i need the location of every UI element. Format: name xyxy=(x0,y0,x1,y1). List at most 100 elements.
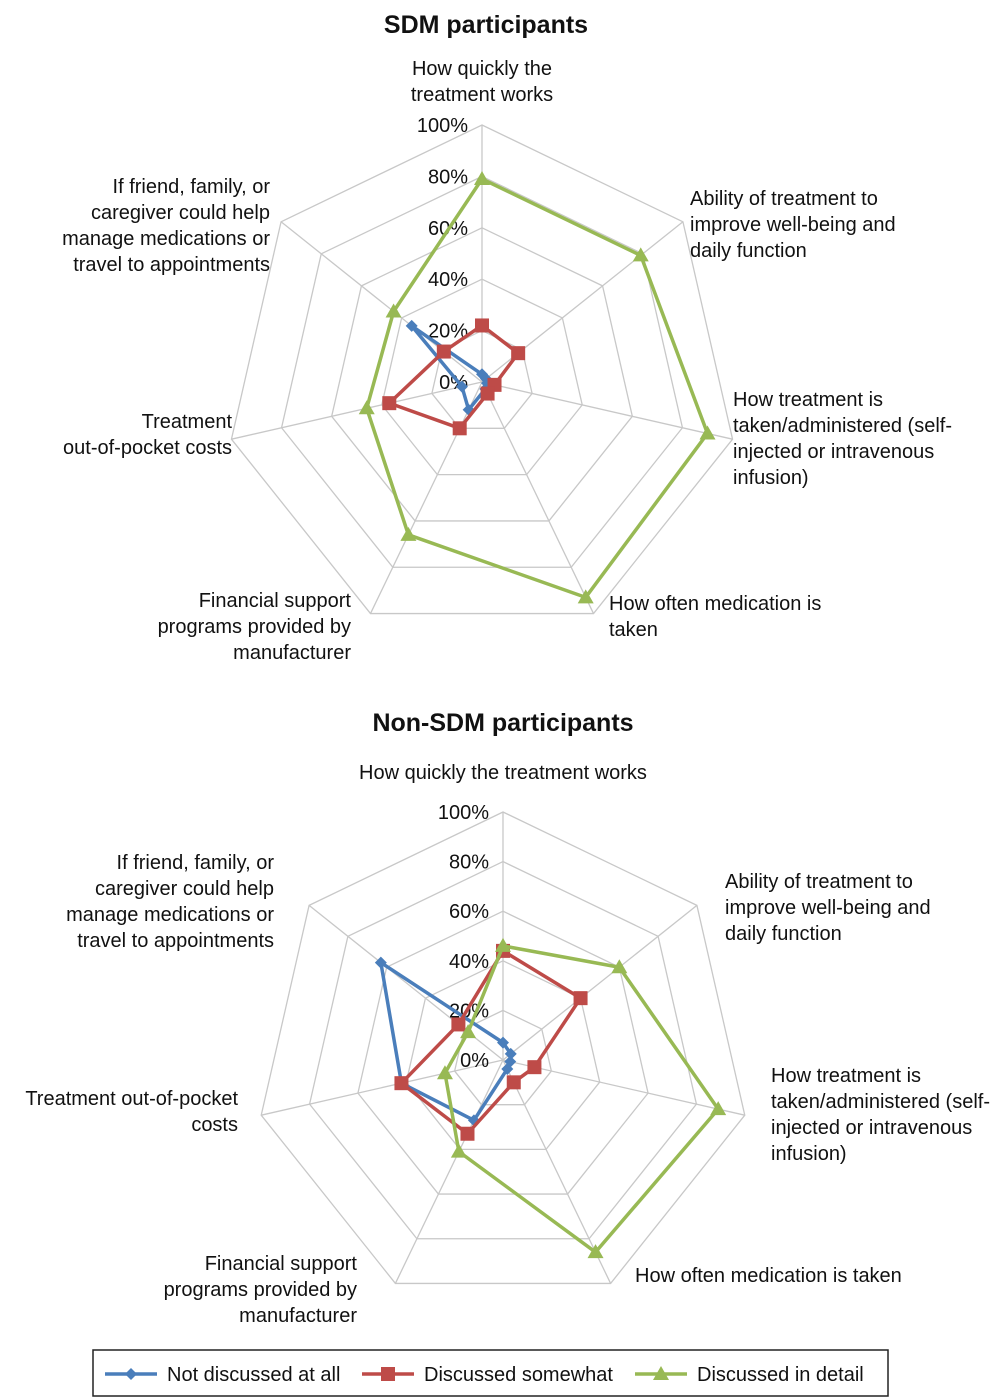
grid-line xyxy=(308,860,698,1240)
legend-label: Not discussed at all xyxy=(167,1364,340,1386)
marker xyxy=(374,956,387,969)
category-label: How quickly the treatment works xyxy=(411,58,553,106)
marker xyxy=(381,1367,395,1381)
legend-box xyxy=(92,1349,889,1397)
category-label-line: caregiver could help xyxy=(95,878,274,900)
series-line xyxy=(399,949,583,1136)
category-label: How quickly the treatment works xyxy=(359,762,647,784)
spoke xyxy=(481,381,595,614)
category-label-line: How often medication is xyxy=(609,593,821,615)
category-label-line: out-of-pocket costs xyxy=(63,437,232,459)
marker xyxy=(455,380,468,393)
spoke xyxy=(481,381,733,440)
category-label-line: injected or intravenous xyxy=(771,1117,972,1139)
marker xyxy=(475,318,489,333)
marker xyxy=(495,937,511,952)
spoke xyxy=(394,1059,504,1284)
spoke xyxy=(369,381,483,614)
category-label-line: programs provided by xyxy=(158,616,351,638)
grid-line xyxy=(330,227,634,522)
category-label-line: infusion) xyxy=(733,467,809,489)
marker xyxy=(436,344,451,359)
marker xyxy=(573,991,588,1006)
grid-line xyxy=(405,960,601,1151)
category-label-line: Ability of treatment to xyxy=(725,871,913,893)
marker xyxy=(125,1368,137,1380)
category-label-line: How treatment is xyxy=(733,389,883,411)
marker xyxy=(460,1126,475,1141)
marker xyxy=(504,1047,517,1060)
category-label-line: manage medications or xyxy=(62,228,270,250)
tick-label: 0% xyxy=(460,1050,489,1072)
category-label-line: daily function xyxy=(690,240,807,262)
tick-label: 20% xyxy=(428,321,468,343)
spoke xyxy=(502,904,698,1061)
category-label-line: programs provided by xyxy=(164,1279,357,1301)
tick-label: 40% xyxy=(449,951,489,973)
marker xyxy=(632,247,649,262)
grid-line xyxy=(357,910,649,1195)
category-label-line: How often medication is taken xyxy=(635,1265,902,1287)
marker xyxy=(699,425,716,440)
category-label-line: manage medications or xyxy=(66,904,274,926)
category-label-line: Treatment xyxy=(142,411,233,433)
category-label-line: injected or intravenous xyxy=(733,441,934,463)
series-line xyxy=(443,944,720,1254)
category-label-line: Treatment out-of-pocket xyxy=(25,1088,238,1110)
series-line xyxy=(364,177,710,600)
legend-label: Discussed somewhat xyxy=(424,1364,613,1386)
marker xyxy=(577,589,594,604)
marker xyxy=(653,1366,669,1380)
category-label: If friend, family, or caregiver could hel… xyxy=(62,176,270,276)
category-label-line: Financial support xyxy=(199,590,352,612)
category-label: Financial support programs provided by man… xyxy=(164,1253,358,1327)
series-line xyxy=(379,960,513,1123)
marker xyxy=(405,319,418,332)
marker xyxy=(450,1143,467,1158)
tick-label: 100% xyxy=(438,802,489,824)
marker xyxy=(710,1101,727,1116)
marker xyxy=(474,170,490,185)
category-label: If friend, family, or caregiver could hel… xyxy=(66,852,274,952)
marker xyxy=(460,1024,477,1039)
marker xyxy=(611,959,628,974)
category-label-line: treatment works xyxy=(411,84,553,106)
grid-line xyxy=(230,124,734,615)
category-label: How treatment is taken/administered (self… xyxy=(771,1065,990,1165)
category-label-line: improve well-being and xyxy=(690,214,896,236)
category-label-line: daily function xyxy=(725,923,842,945)
marker xyxy=(385,303,402,318)
category-label: How often medication is taken xyxy=(635,1265,902,1287)
category-label: How often medication is taken xyxy=(609,593,821,641)
marker xyxy=(436,1065,453,1080)
marker xyxy=(400,526,417,541)
category-label-line: travel to appointments xyxy=(73,254,270,276)
category-label-line: If friend, family, or xyxy=(117,852,275,874)
chart-title: SDM participants xyxy=(384,11,588,39)
marker xyxy=(382,396,397,411)
marker xyxy=(587,1244,604,1259)
category-label-line: infusion) xyxy=(771,1143,847,1165)
marker xyxy=(452,421,467,436)
category-label: Financial support programs provided by man… xyxy=(158,590,352,664)
marker xyxy=(358,400,375,415)
legend-label: Discussed in detail xyxy=(697,1364,864,1386)
category-label: Treatment out-of-pocket costs xyxy=(25,1088,238,1136)
tick-label: 100% xyxy=(417,115,468,137)
marker xyxy=(497,1036,509,1049)
spoke xyxy=(231,381,483,440)
category-label: How treatment is taken/administered (self… xyxy=(733,389,952,489)
category-label-line: improve well-being and xyxy=(725,897,931,919)
category-label-line: How treatment is xyxy=(771,1065,921,1087)
category-label-line: travel to appointments xyxy=(77,930,274,952)
category-label: Ability of treatment to improve well-bein… xyxy=(690,188,896,262)
marker xyxy=(527,1060,542,1075)
tick-label: 60% xyxy=(449,901,489,923)
category-label: Treatment out-of-pocket costs xyxy=(63,411,232,459)
marker xyxy=(451,1017,466,1032)
chart-title: Non-SDM participants xyxy=(372,709,633,737)
marker xyxy=(394,1076,409,1091)
spoke xyxy=(261,1059,504,1116)
category-label-line: How quickly the treatment works xyxy=(359,762,647,784)
